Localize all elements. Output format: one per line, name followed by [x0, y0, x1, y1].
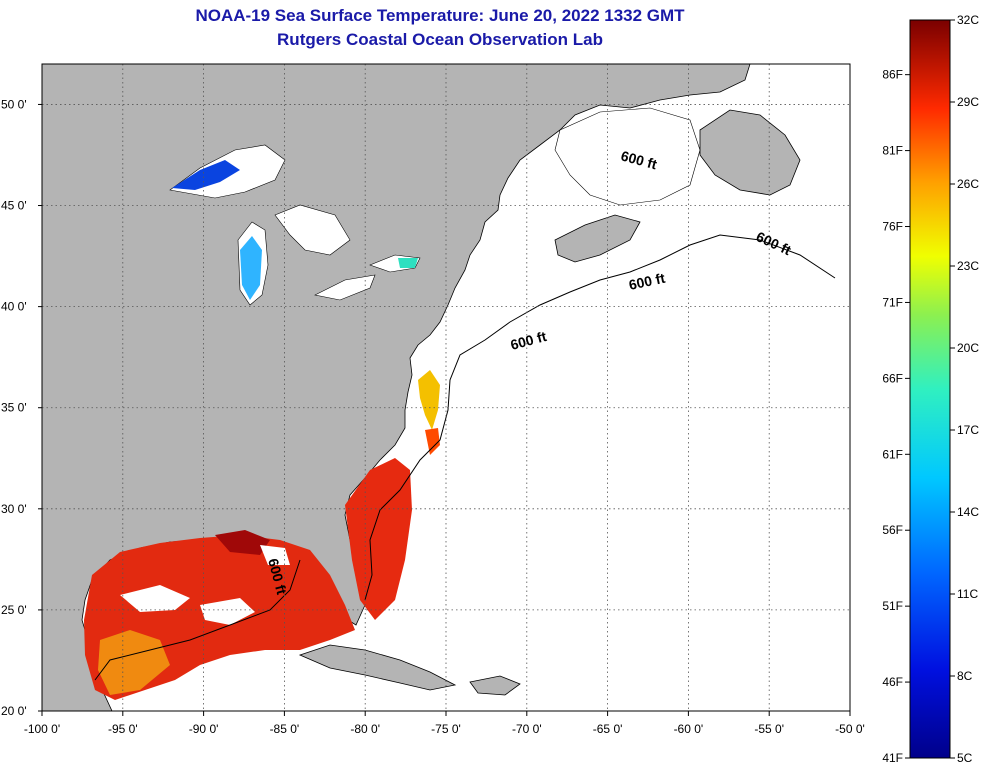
- lon-tick-label: -80 0': [350, 722, 380, 736]
- lon-tick-label: -85 0': [270, 722, 300, 736]
- contour-600ft: [364, 234, 836, 601]
- map-subtitle: Rutgers Coastal Ocean Observation Lab: [277, 30, 603, 49]
- lon-tick-label: -50 0': [835, 722, 865, 736]
- sst-gulf-orange: [98, 630, 170, 695]
- colorbar-label-fahrenheit: 71F: [882, 295, 903, 309]
- map-title: NOAA-19 Sea Surface Temperature: June 20…: [195, 6, 685, 25]
- landmass-hispaniola: [469, 675, 521, 696]
- colorbar-label-celsius: 20C: [957, 341, 979, 355]
- lon-tick-label: -95 0': [108, 722, 138, 736]
- latitude-ticks: 50 0' 45 0' 40 0' 35 0' 30 0' 25 0' 20 0': [1, 97, 42, 718]
- sst-gulf-deep-red: [215, 530, 270, 555]
- lat-tick-label: 45 0': [1, 199, 27, 213]
- colorbar-label-fahrenheit: 46F: [882, 675, 903, 689]
- temperature-colorbar: [909, 19, 951, 759]
- sst-gulf-cloud-gap-3: [260, 545, 290, 565]
- sst-southeast-shelf: [345, 458, 412, 620]
- lake-huron: [274, 204, 351, 256]
- colorbar-label-fahrenheit: 76F: [882, 220, 903, 234]
- colorbar-label-celsius: 5C: [957, 751, 973, 765]
- colorbar-ticks: 32C 29C 26C 23C 20C 17C 14C 11C 8C 5C 86F 81F 76F 71F…: [882, 13, 979, 765]
- lon-tick-label: -90 0': [189, 722, 219, 736]
- lon-tick-label: -70 0': [512, 722, 542, 736]
- sst-midatlantic-plume: [418, 370, 440, 430]
- landmass-newfoundland: [699, 109, 801, 196]
- landmass-nova-scotia: [554, 214, 641, 263]
- lon-tick-label: -65 0': [593, 722, 623, 736]
- colorbar-label-celsius: 29C: [957, 95, 979, 109]
- sst-gulf-cloud-gap: [120, 585, 190, 612]
- colorbar-label-fahrenheit: 66F: [882, 371, 903, 385]
- landmass-cuba: [298, 644, 457, 691]
- no-data-gulf-stlawrence: [554, 107, 701, 206]
- lon-tick-label: -55 0': [754, 722, 784, 736]
- colorbar-label-celsius: 11C: [957, 587, 978, 601]
- contour-600ft-gulf: [94, 559, 301, 681]
- lake-ontario-sst: [398, 258, 418, 268]
- colorbar-label-fahrenheit: 56F: [882, 523, 903, 537]
- colorbar-label-celsius: 14C: [957, 505, 979, 519]
- lat-tick-label: 25 0': [1, 603, 27, 617]
- lon-tick-label: -100 0': [24, 722, 60, 736]
- colorbar-label-celsius: 8C: [957, 669, 973, 683]
- colorbar-label-celsius: 17C: [957, 423, 979, 437]
- colorbar-label-fahrenheit: 51F: [882, 599, 903, 613]
- lake-superior-sst: [172, 160, 240, 190]
- lon-tick-label: -60 0': [674, 722, 704, 736]
- lat-tick-label: 40 0': [1, 300, 27, 314]
- colorbar-label-celsius: 32C: [957, 13, 979, 27]
- lat-tick-label: 50 0': [1, 97, 27, 111]
- lat-tick-label: 35 0': [1, 401, 27, 415]
- lake-michigan-sst: [240, 236, 262, 300]
- colorbar-label-fahrenheit: 86F: [882, 68, 903, 82]
- colorbar-label-fahrenheit: 81F: [882, 144, 903, 158]
- lake-erie: [314, 274, 376, 301]
- lon-tick-label: -75 0': [431, 722, 461, 736]
- colorbar-label-celsius: 26C: [957, 177, 979, 191]
- sst-gulf-cloud-gap-2: [200, 598, 255, 625]
- colorbar-label-fahrenheit: 41F: [882, 751, 903, 765]
- lat-tick-label: 20 0': [1, 704, 27, 718]
- colorbar-label-celsius: 23C: [957, 259, 979, 273]
- sst-hatteras: [425, 428, 440, 455]
- contour-label: 600 ft: [627, 270, 666, 293]
- colorbar-label-fahrenheit: 61F: [882, 447, 903, 461]
- lat-tick-label: 30 0': [1, 502, 27, 516]
- longitude-ticks: -100 0' -95 0' -90 0' -85 0' -80 0' -75 0' -70…: [24, 711, 865, 736]
